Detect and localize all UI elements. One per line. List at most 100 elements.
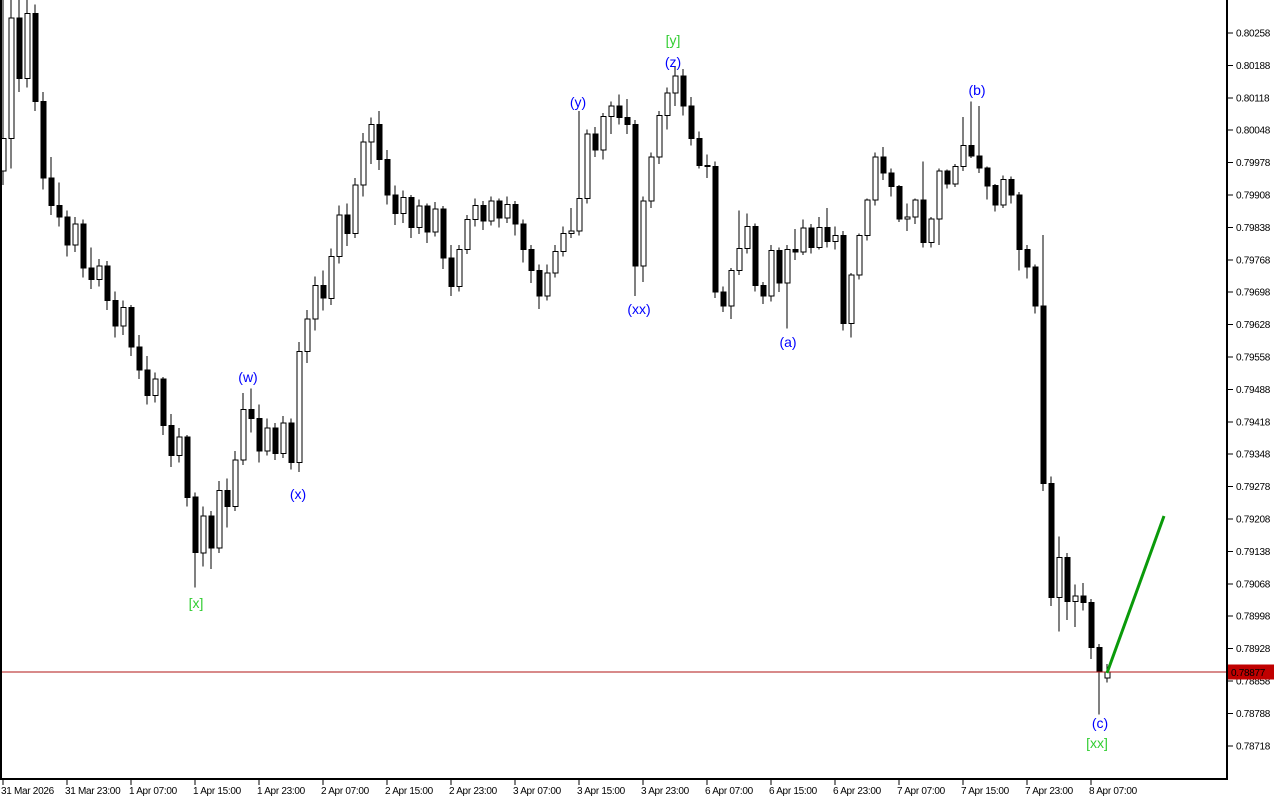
candle-body — [240, 408, 247, 461]
candle-body — [664, 92, 671, 116]
candle-body — [232, 459, 239, 508]
candle-body — [336, 214, 343, 258]
candle-body — [256, 418, 263, 452]
candle-body — [608, 105, 615, 117]
candle-body — [1024, 249, 1031, 268]
candle-body — [176, 436, 183, 457]
wave-label-b[interactable]: (b) — [968, 82, 985, 98]
candle-body — [160, 378, 167, 427]
price-tick-label: 0.79138 — [1236, 547, 1271, 558]
candle-body — [200, 515, 207, 554]
candle-body — [824, 226, 831, 242]
candle-body — [1096, 647, 1103, 673]
candle-body — [704, 164, 711, 167]
price-tick-label: 0.79768 — [1236, 255, 1271, 266]
candle-body — [792, 249, 799, 253]
candle-body — [944, 170, 951, 185]
time-tick-label: 3 Apr 07:00 — [513, 786, 562, 797]
candle-body — [808, 227, 815, 248]
candle-body — [584, 133, 591, 200]
candle-body — [192, 496, 199, 554]
wave-labels-layer: (w) (x) [x] (y) (xx) [y] (z) (a) (b) (c) [xx] — [189, 32, 1109, 751]
plot-left-border — [0, 0, 2, 780]
candle-body — [104, 265, 111, 301]
candle-body — [384, 158, 391, 196]
candle-body — [1008, 178, 1015, 196]
candle-body — [368, 124, 375, 143]
candle-body — [600, 115, 607, 151]
candle-body — [40, 101, 47, 179]
candle-body — [152, 378, 159, 396]
candle-body — [408, 196, 415, 228]
candle-body — [736, 248, 743, 271]
candle-body — [144, 369, 151, 396]
candle-body — [744, 226, 751, 250]
candle-body — [992, 185, 999, 206]
price-tick-label: 0.79558 — [1236, 353, 1271, 364]
candle-body — [328, 256, 335, 299]
wave-label-x[interactable]: [x] — [189, 595, 204, 611]
wave-label-xx[interactable]: (xx) — [627, 301, 650, 317]
candle-body — [464, 219, 471, 251]
time-tick-label: 6 Apr 23:00 — [833, 786, 882, 797]
candle-body — [680, 75, 687, 107]
candle-body — [952, 165, 959, 185]
candle-body — [688, 105, 695, 139]
time-tick-label: 2 Apr 15:00 — [385, 786, 434, 797]
wave-label-a[interactable]: (a) — [779, 334, 796, 350]
candle-body — [1056, 556, 1063, 599]
candle-body — [896, 186, 903, 220]
candle-body — [48, 177, 55, 207]
price-tick-label: 0.79978 — [1236, 158, 1271, 169]
price-tick-label: 0.78928 — [1236, 644, 1271, 655]
candle-body — [472, 205, 479, 221]
candle-body — [920, 199, 927, 244]
wave-label-z[interactable]: (z) — [665, 54, 681, 70]
candle-body — [224, 489, 231, 507]
candle-body — [432, 208, 439, 233]
candle-body — [272, 427, 279, 454]
wave-label-y[interactable]: [y] — [666, 32, 681, 48]
candle-body — [648, 156, 655, 202]
wave-label-c[interactable]: (c) — [1092, 715, 1108, 731]
price-tick-label: 0.79908 — [1236, 191, 1271, 202]
candle-body — [1080, 595, 1087, 603]
price-tick-label: 0.78858 — [1236, 677, 1271, 688]
wave-label-xx[interactable]: [xx] — [1086, 735, 1108, 751]
price-tick-label: 0.80258 — [1236, 29, 1271, 40]
price-tick-label: 0.80048 — [1236, 126, 1271, 137]
candle-body — [848, 274, 855, 325]
candle-body — [672, 75, 679, 94]
wave-label-y[interactable]: (y) — [570, 94, 586, 110]
candle-body — [720, 291, 727, 307]
time-tick-label: 31 Mar 2026 — [1, 786, 55, 797]
wave-label-w[interactable]: (w) — [238, 369, 257, 385]
wave-label-x[interactable]: (x) — [290, 486, 306, 502]
price-scale[interactable]: 0.80258 0.80188 0.80118 0.80048 0.79978 0.799… — [1228, 29, 1271, 753]
price-scale-separator — [1226, 0, 1228, 780]
candle-body — [544, 272, 551, 297]
candle-body — [304, 318, 311, 352]
time-scale[interactable]: 31 Mar 2026 31 Mar 23:00 1 Apr 07:00 1 Apr … — [1, 780, 1138, 797]
price-tick-label: 0.79838 — [1236, 223, 1271, 234]
candle-body — [424, 205, 431, 233]
candle-body — [1000, 178, 1007, 206]
candle-body — [984, 167, 991, 187]
bid-price-value: 0.78877 — [1231, 668, 1266, 679]
time-tick-label: 1 Apr 23:00 — [257, 786, 306, 797]
candle-body — [776, 250, 783, 284]
time-tick-label: 7 Apr 07:00 — [897, 786, 946, 797]
candle-body — [168, 425, 175, 457]
trend-line[interactable] — [1105, 515, 1166, 674]
candle-body — [64, 216, 71, 246]
bid-price-box — [1228, 664, 1274, 680]
candle-body — [840, 235, 847, 325]
candle-body — [816, 226, 823, 248]
candle-body — [448, 257, 455, 288]
candle-body — [136, 346, 143, 371]
price-tick-label: 0.79628 — [1236, 320, 1271, 331]
candle-body — [960, 145, 967, 167]
candle-body — [888, 172, 895, 188]
